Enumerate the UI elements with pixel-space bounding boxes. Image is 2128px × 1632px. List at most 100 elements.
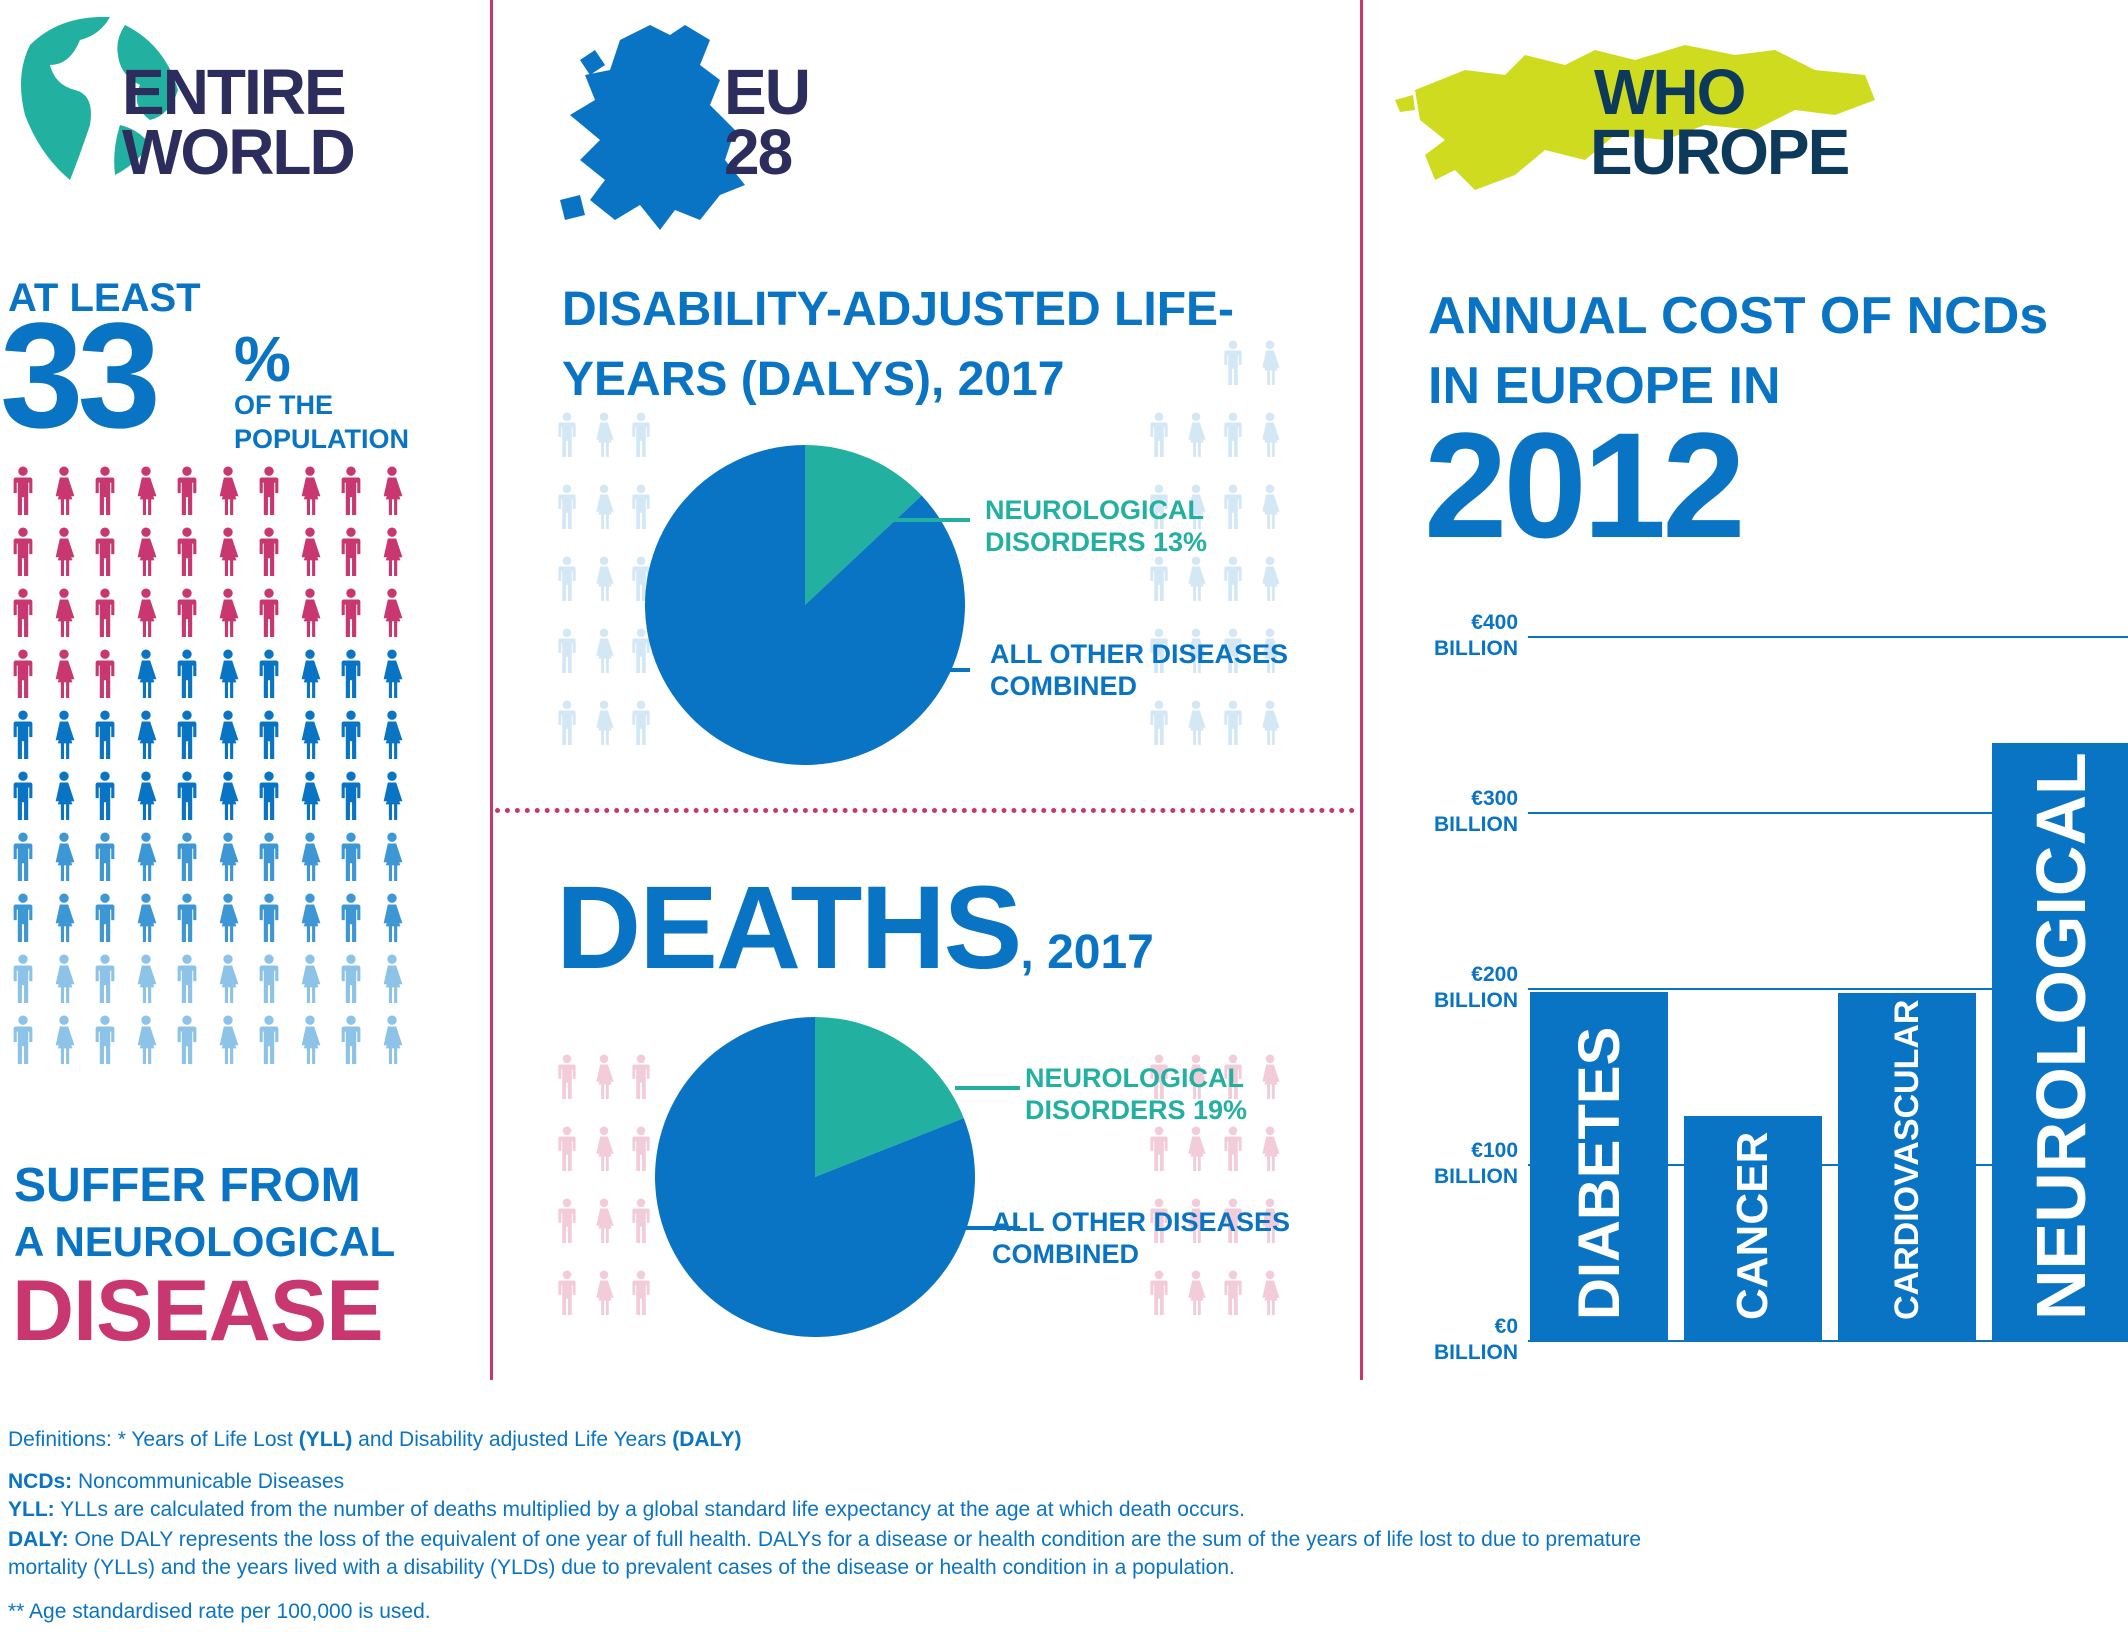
person-icon <box>137 832 157 881</box>
person-icon-affected <box>383 466 403 515</box>
deaths-other-label: ALL OTHER DISEASES COMBINED <box>992 1206 1290 1270</box>
background-person-icon <box>596 412 614 458</box>
percent-sign: % <box>234 323 291 395</box>
person-icon-affected <box>177 588 197 637</box>
footer-ncd-def: Noncommunicable Diseases <box>72 1470 345 1493</box>
person-icon-affected <box>219 588 239 637</box>
person-icon-affected <box>219 527 239 576</box>
background-person-icon <box>1150 556 1168 602</box>
a-neuro-label: A NEUROLOGICAL <box>14 1218 396 1265</box>
person-icon-affected <box>95 588 115 637</box>
y-tick-label: €400 BILLION <box>1380 610 1518 662</box>
person-icon <box>301 649 321 698</box>
gridline-0 <box>1528 1340 2128 1342</box>
y-tick-value: €300 <box>1471 787 1518 810</box>
person-icon-affected <box>13 466 33 515</box>
person-icon <box>55 771 75 820</box>
suffer-label: SUFFER FROM <box>14 1159 361 1212</box>
bar-cardiovascular <box>1838 993 1976 1340</box>
disease-label: DISEASE <box>12 1263 384 1359</box>
bar-label-cancer: CANCER <box>1728 1131 1777 1320</box>
background-person-icon <box>558 412 576 458</box>
footer-line1-d: (DALY) <box>672 1428 742 1451</box>
background-person-icon <box>1262 412 1280 458</box>
person-icon <box>219 1015 239 1064</box>
person-icon <box>301 1015 321 1064</box>
background-person-icon <box>558 484 576 530</box>
person-icon <box>177 954 197 1003</box>
deaths-neuro-label-2: DISORDERS 19% <box>1025 1095 1248 1125</box>
person-icon <box>13 1015 33 1064</box>
background-person-icon <box>1262 1126 1280 1172</box>
person-icon <box>55 832 75 881</box>
person-icon <box>137 710 157 759</box>
title-world: WORLD <box>122 116 356 188</box>
background-person-icon <box>1188 556 1206 602</box>
person-icon-affected <box>177 466 197 515</box>
title-europe: EUROPE <box>1590 116 1850 188</box>
background-person-icon <box>1224 700 1242 746</box>
bar-label-neurological: NEUROLOGICAL <box>2022 752 2100 1320</box>
person-icon <box>177 893 197 942</box>
background-person-icon <box>558 1198 576 1244</box>
person-icon <box>259 1015 279 1064</box>
divider-2 <box>1360 0 1363 1380</box>
person-icon <box>13 832 33 881</box>
title-who: WHO <box>1594 56 1746 128</box>
cost-title-line1: ANNUAL COST OF NCDs <box>1428 287 2049 345</box>
footer-yll-term: YLL: <box>8 1498 55 1521</box>
background-person-icon <box>632 1054 650 1100</box>
person-icon-affected <box>137 466 157 515</box>
person-icon-affected <box>137 527 157 576</box>
person-icon-affected <box>301 588 321 637</box>
person-icon <box>13 893 33 942</box>
background-person-icon <box>1150 1270 1168 1316</box>
person-icon <box>137 771 157 820</box>
dalys-other-label-2: COMBINED <box>990 671 1137 701</box>
footer-daly: DALY: One DALY represents the loss of th… <box>8 1526 2108 1582</box>
person-icon <box>341 832 361 881</box>
deaths-slice-other <box>655 1017 975 1337</box>
person-icon-affected <box>177 527 197 576</box>
dalys-neuro-label-1: NEUROLOGICAL <box>985 495 1204 525</box>
person-icon-affected <box>341 588 361 637</box>
person-icon <box>219 771 239 820</box>
person-icon <box>259 710 279 759</box>
globe-icon <box>4 9 180 185</box>
dalys-slice-other <box>645 445 965 765</box>
background-person-icon <box>596 484 614 530</box>
y-tick-unit: BILLION <box>1434 813 1518 836</box>
footer-line1-b: (YLL) <box>298 1428 353 1451</box>
y-tick-value: €0 <box>1494 1315 1518 1338</box>
person-icon <box>177 771 197 820</box>
footer-daly-term: DALY: <box>8 1528 69 1551</box>
footer-line1-c: and Disability adjusted Life Years <box>352 1428 673 1451</box>
background-person-icon <box>632 1198 650 1244</box>
background-person-icon <box>632 1126 650 1172</box>
person-icon <box>177 649 197 698</box>
europe-map-icon <box>560 25 745 230</box>
person-icon <box>177 1015 197 1064</box>
person-icon <box>219 893 239 942</box>
y-tick-label: €300 BILLION <box>1380 786 1518 838</box>
background-person-icon <box>558 1270 576 1316</box>
person-icon <box>13 954 33 1003</box>
footer-ncd-term: NCDs: <box>8 1470 73 1493</box>
bar-label-diabetes: DIABETES <box>1566 1026 1632 1320</box>
dalys-title-line1: DISABILITY-ADJUSTED LIFE- <box>562 283 1235 336</box>
footer-line1-a: Definitions: * Years of Life Lost <box>8 1428 299 1451</box>
person-icon <box>219 832 239 881</box>
background-person-icon <box>1262 484 1280 530</box>
person-icon-affected <box>55 649 75 698</box>
person-icon <box>95 710 115 759</box>
background-person-icon <box>1224 340 1242 386</box>
background-person-icon <box>1224 1126 1242 1172</box>
person-icon <box>259 832 279 881</box>
population-label: POPULATION <box>234 424 409 454</box>
person-icon <box>219 710 239 759</box>
dalys-title-line2: YEARS (DALYS), 2017 <box>562 353 1065 406</box>
footer-note: ** Age standardised rate per 100,000 is … <box>8 1600 431 1623</box>
person-icon <box>13 710 33 759</box>
person-icon <box>177 710 197 759</box>
person-icon-affected <box>95 466 115 515</box>
